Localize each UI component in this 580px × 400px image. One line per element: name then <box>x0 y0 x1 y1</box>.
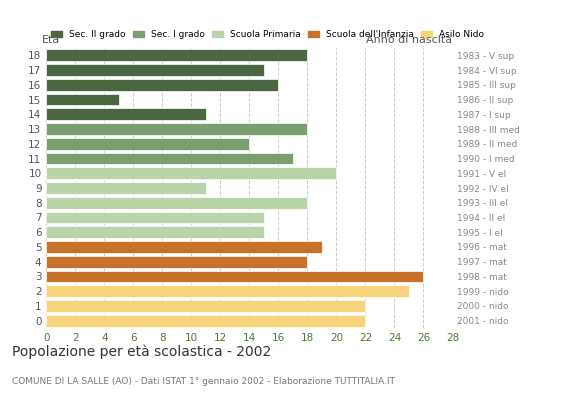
Bar <box>46 256 307 268</box>
Text: Anno di nascita: Anno di nascita <box>367 35 452 45</box>
Bar <box>46 50 307 61</box>
Bar <box>46 138 249 150</box>
Bar <box>46 270 423 282</box>
Bar <box>46 94 119 106</box>
Legend: Sec. II grado, Sec. I grado, Scuola Primaria, Scuola dell'Infanzia, Asilo Nido: Sec. II grado, Sec. I grado, Scuola Prim… <box>51 30 484 39</box>
Text: Popolazione per età scolastica - 2002: Popolazione per età scolastica - 2002 <box>12 344 271 359</box>
Text: COMUNE DI LA SALLE (AO) - Dati ISTAT 1° gennaio 2002 - Elaborazione TUTTITALIA.I: COMUNE DI LA SALLE (AO) - Dati ISTAT 1° … <box>12 377 394 386</box>
Bar <box>46 108 206 120</box>
Bar <box>46 285 409 297</box>
Bar <box>46 123 307 135</box>
Bar <box>46 64 264 76</box>
Bar <box>46 182 206 194</box>
Bar <box>46 167 336 179</box>
Bar <box>46 212 264 223</box>
Bar <box>46 79 278 91</box>
Bar <box>46 226 264 238</box>
Bar <box>46 300 365 312</box>
Bar <box>46 153 293 164</box>
Bar <box>46 197 307 209</box>
Bar <box>46 241 322 253</box>
Text: Età: Età <box>42 35 60 45</box>
Bar <box>46 315 365 326</box>
